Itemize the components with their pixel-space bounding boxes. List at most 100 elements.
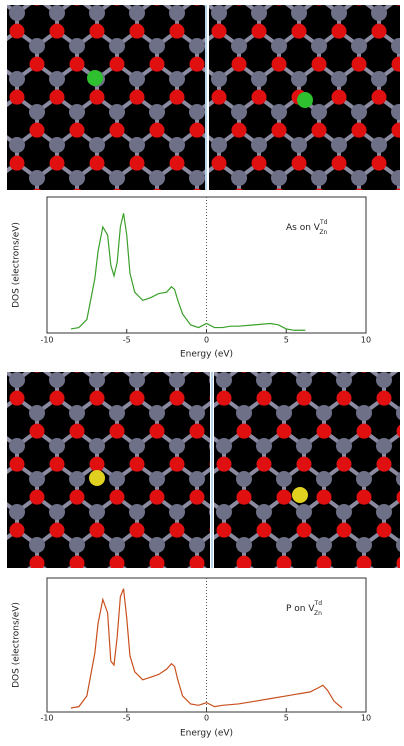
o-atom xyxy=(50,156,65,171)
o-atom xyxy=(270,358,285,373)
o-atom xyxy=(90,457,105,472)
o-atom xyxy=(392,0,404,6)
o-atom xyxy=(232,57,247,72)
zn-atom xyxy=(311,104,327,120)
zn-atom xyxy=(331,203,347,219)
zn-atom xyxy=(236,537,252,553)
o-atom xyxy=(317,424,332,439)
bond xyxy=(159,229,179,244)
bond xyxy=(77,196,97,211)
o-atom xyxy=(210,222,225,237)
zn-atom xyxy=(109,38,125,54)
zn-atom xyxy=(29,405,45,421)
x-tick-label: 5 xyxy=(284,714,289,723)
o-atom xyxy=(277,424,292,439)
o-atom xyxy=(0,57,5,72)
o-atom xyxy=(70,189,85,204)
zn-atom xyxy=(49,5,65,21)
bond xyxy=(184,596,204,611)
bond xyxy=(219,196,239,211)
bond xyxy=(137,596,157,611)
zn-atom xyxy=(149,170,165,186)
bond xyxy=(244,596,264,611)
zn-atom xyxy=(69,339,85,355)
zn-atom xyxy=(149,38,165,54)
o-atom xyxy=(70,556,85,571)
o-atom xyxy=(337,523,352,538)
bond xyxy=(339,229,359,244)
o-atom xyxy=(217,391,232,406)
o-atom xyxy=(190,358,205,373)
zn-atom xyxy=(271,170,287,186)
o-atom xyxy=(277,358,292,373)
o-atom xyxy=(0,358,5,373)
o-atom xyxy=(50,90,65,105)
o-atom xyxy=(110,189,125,204)
o-atom xyxy=(150,0,165,6)
zn-atom xyxy=(371,137,387,153)
o-atom xyxy=(317,490,332,505)
zn-atom xyxy=(129,372,145,388)
x-tick-label: 10 xyxy=(361,714,371,723)
o-atom xyxy=(212,222,227,237)
o-atom xyxy=(212,90,227,105)
zn-atom xyxy=(0,104,5,120)
o-atom xyxy=(150,189,165,204)
annotation-subscript: Zn xyxy=(319,229,327,236)
zn-atom xyxy=(211,5,227,21)
o-atom xyxy=(372,24,387,39)
zn-atom xyxy=(189,537,205,553)
o-atom xyxy=(110,490,125,505)
o-atom xyxy=(110,0,125,6)
o-atom xyxy=(377,457,392,472)
o-atom xyxy=(190,556,205,571)
zn-atom xyxy=(69,170,85,186)
zn-atom xyxy=(236,405,252,421)
o-atom xyxy=(170,457,185,472)
o-atom xyxy=(397,358,404,373)
zn-atom xyxy=(256,438,272,454)
figure: -10-50510Energy (eV)DOS (electrons/eV)As… xyxy=(0,0,404,742)
zn-atom xyxy=(296,438,312,454)
bond xyxy=(257,596,277,611)
bond xyxy=(324,596,344,611)
o-atom xyxy=(50,457,65,472)
zn-atom xyxy=(396,339,404,355)
zn-atom xyxy=(29,471,45,487)
dos-line xyxy=(71,213,305,330)
zn-atom xyxy=(376,438,392,454)
zn-atom xyxy=(109,537,125,553)
o-atom xyxy=(130,156,145,171)
bond xyxy=(157,596,177,611)
bond xyxy=(117,196,137,211)
bond xyxy=(399,196,404,211)
zn-atom xyxy=(376,372,392,388)
zn-atom xyxy=(291,5,307,21)
o-atom xyxy=(210,589,225,604)
o-atom xyxy=(170,24,185,39)
zn-atom xyxy=(109,104,125,120)
bond xyxy=(177,229,197,244)
zn-atom xyxy=(316,405,332,421)
zn-atom xyxy=(189,104,205,120)
o-atom xyxy=(0,556,5,571)
zn-atom xyxy=(331,137,347,153)
o-atom xyxy=(10,24,25,39)
o-atom xyxy=(217,589,232,604)
o-atom xyxy=(297,523,312,538)
zn-atom xyxy=(149,537,165,553)
zn-atom xyxy=(169,372,185,388)
bond xyxy=(379,196,399,211)
bond xyxy=(137,196,157,211)
zn-atom xyxy=(169,5,185,21)
x-tick-label: 0 xyxy=(204,714,209,723)
o-atom xyxy=(130,523,145,538)
o-atom xyxy=(90,523,105,538)
x-tick-label: -10 xyxy=(40,714,53,723)
o-atom xyxy=(317,358,332,373)
zn-atom xyxy=(129,438,145,454)
bond xyxy=(239,196,259,211)
o-atom xyxy=(170,156,185,171)
zn-atom xyxy=(49,203,65,219)
dopant-atom xyxy=(297,92,313,108)
